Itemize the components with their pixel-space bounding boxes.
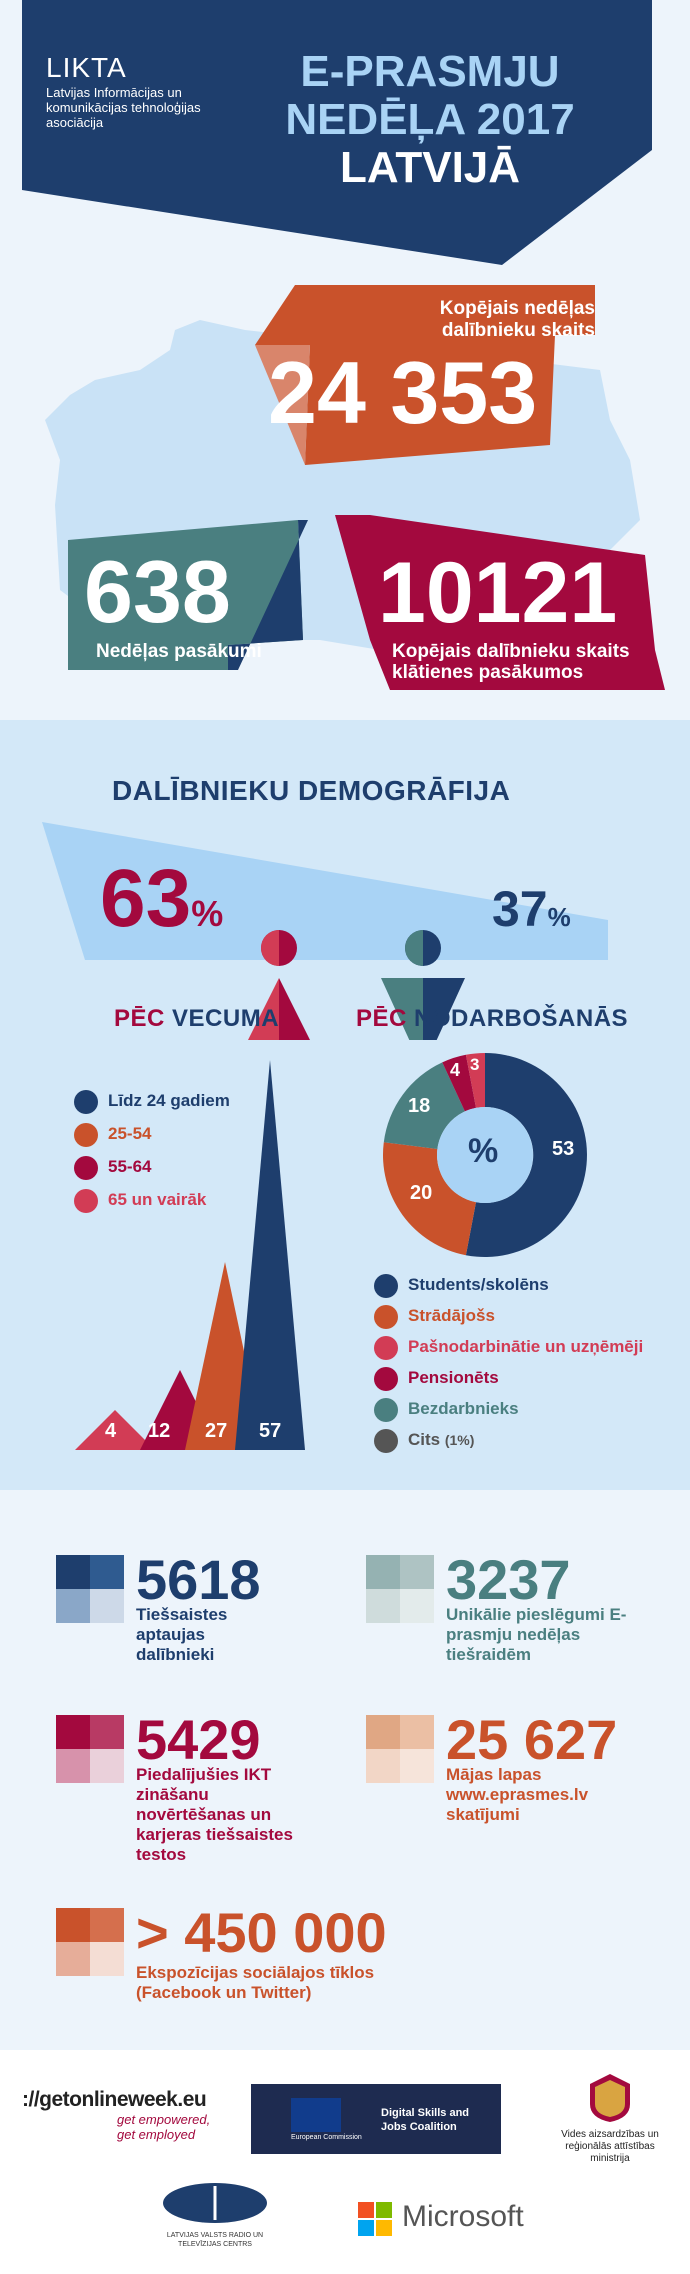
total-label: Kopējais nedēļas dalībnieku skaits: [439, 298, 595, 341]
website-link[interactable]: www.eprasmes.lv: [446, 1785, 589, 1804]
microsoft-windows-icon: [358, 2202, 392, 2236]
stat-squares-icon: [56, 1908, 124, 1976]
age-legend: Līdz 24 gadiem 25-54 55-64 65 un vairāk: [74, 1088, 294, 1238]
digital-skills-coalition-logo[interactable]: European Commission Digital Skills and J…: [251, 2084, 501, 2154]
likta-subtitle: Latvijas Informācijas un komunikācijas t…: [46, 85, 201, 130]
stat-squares-icon: [56, 1555, 124, 1623]
events-stat-shape: [68, 520, 308, 670]
microsoft-logo[interactable]: Microsoft: [358, 2198, 538, 2238]
total-stat-shape: [255, 285, 595, 465]
online-survey-value: 5618: [136, 1548, 261, 1611]
donut-segment: [465, 1053, 485, 1108]
age-peak: [235, 1060, 305, 1450]
online-survey-label: Tiešsaistes aptaujas dalībnieki: [136, 1605, 228, 1664]
getonlineweek-logo[interactable]: ://getonlineweek.eu get empowered, get e…: [22, 2088, 211, 2142]
events-label: Nedēļas pasākumi: [96, 641, 262, 662]
legend-dot-icon: [374, 1398, 398, 1422]
stat-squares-icon: [366, 1555, 434, 1623]
footer-section: ://getonlineweek.eu get empowered, get e…: [0, 2050, 690, 2274]
livestream-label: Unikālie pieslēgumi E-prasmju nedēļas ti…: [446, 1605, 627, 1664]
social-exposure-label: Ekspozīcijas sociālajos tīklos (Facebook…: [136, 1963, 375, 2002]
age-peak: [75, 1410, 155, 1450]
occupation-title: PĒC NODARBOŠANĀS: [356, 1005, 629, 1032]
legend-dot-icon: [374, 1336, 398, 1360]
stat-squares-icon: [56, 1715, 124, 1783]
donut-segment: [442, 1054, 476, 1112]
demographics-section: DALĪBNIEKU DEMOGRĀFIJA 63% 37% PĒC VECUM…: [0, 720, 690, 1490]
website-views-label: Mājas lapas www.eprasmes.lv skatījumi: [446, 1765, 646, 1825]
total-value: 24 353: [268, 343, 538, 442]
donut-value: 18: [408, 1095, 431, 1117]
title-line-2: NEDĒĻA 2017: [285, 95, 575, 144]
legend-dot-icon: [374, 1305, 398, 1329]
donut-value: 53: [552, 1138, 575, 1160]
donut-segment: [383, 1062, 465, 1149]
male-body-icon: [381, 978, 423, 1040]
female-body-icon: [248, 978, 279, 1040]
ministry-logo[interactable]: Vides aizsardzības un reģionālās attīstī…: [545, 2072, 675, 2165]
likta-logo: LIKTA: [46, 52, 127, 83]
title-line-1: E-PRASMJU: [300, 47, 560, 96]
lvrtc-logo[interactable]: LATVIJAS VALSTS RADIO UN TELEVĪZIJAS CEN…: [160, 2180, 270, 2249]
social-exposure-value: > 450 000: [136, 1901, 387, 1964]
livestream-value: 3237: [446, 1548, 571, 1611]
website-views-value: 25 627: [446, 1708, 618, 1771]
eu-flag-icon: [291, 2098, 341, 2132]
legend-dot-icon: [374, 1367, 398, 1391]
legend-dot-icon: [374, 1274, 398, 1298]
donut-value: 20: [410, 1182, 433, 1204]
donut-segment: [382, 1142, 476, 1256]
lvrtc-emblem-icon: [163, 2183, 267, 2223]
coat-of-arms-icon: [590, 2074, 630, 2122]
age-value: 27: [205, 1420, 228, 1442]
gender-graphic: [42, 822, 608, 1040]
page-title: E-PRASMJU NEDĒĻA 2017 LATVIJĀ: [235, 48, 625, 192]
legend-dot-icon: [74, 1156, 98, 1180]
occupation-legend: Students/skolēns Strādājošs Pašnodarbinā…: [374, 1272, 674, 1462]
inperson-label: Kopējais dalībnieku skaits klātienes pas…: [392, 641, 630, 683]
numbers-section: 5618 Tiešsaistes aptaujas dalībnieki 323…: [0, 1490, 690, 2050]
header-section: LIKTA Latvijas Informācijas un komunikāc…: [0, 0, 690, 720]
inperson-value: 10121: [378, 545, 618, 641]
title-line-3: LATVIJĀ: [339, 143, 521, 192]
age-value: 12: [148, 1420, 171, 1442]
legend-dot-icon: [374, 1429, 398, 1453]
age-peaks: [75, 1060, 305, 1450]
ict-test-value: 5429: [136, 1708, 261, 1771]
legend-dot-icon: [74, 1189, 98, 1213]
age-value: 4: [105, 1420, 117, 1442]
events-value: 638: [84, 542, 231, 641]
age-title: PĒC VECUMA: [114, 1005, 280, 1032]
stat-squares-icon: [366, 1715, 434, 1783]
header-banner: [22, 0, 652, 265]
legend-dot-icon: [74, 1090, 98, 1114]
male-percent: 37%: [492, 881, 571, 937]
demographics-title: DALĪBNIEKU DEMOGRĀFIJA: [112, 775, 511, 806]
legend-dot-icon: [74, 1123, 98, 1147]
donut-center-label: %: [468, 1132, 499, 1170]
inperson-stat-shape: [335, 515, 665, 690]
female-percent: 63%: [100, 853, 224, 944]
ict-test-label: Piedalījušies IKT zināšanu novērtēšanas …: [136, 1765, 293, 1864]
donut-segment: [465, 1053, 587, 1257]
age-value: 57: [259, 1420, 282, 1442]
occupation-donut: [382, 1053, 587, 1257]
donut-value: 3: [470, 1055, 480, 1074]
donut-value: 4: [450, 1060, 461, 1080]
